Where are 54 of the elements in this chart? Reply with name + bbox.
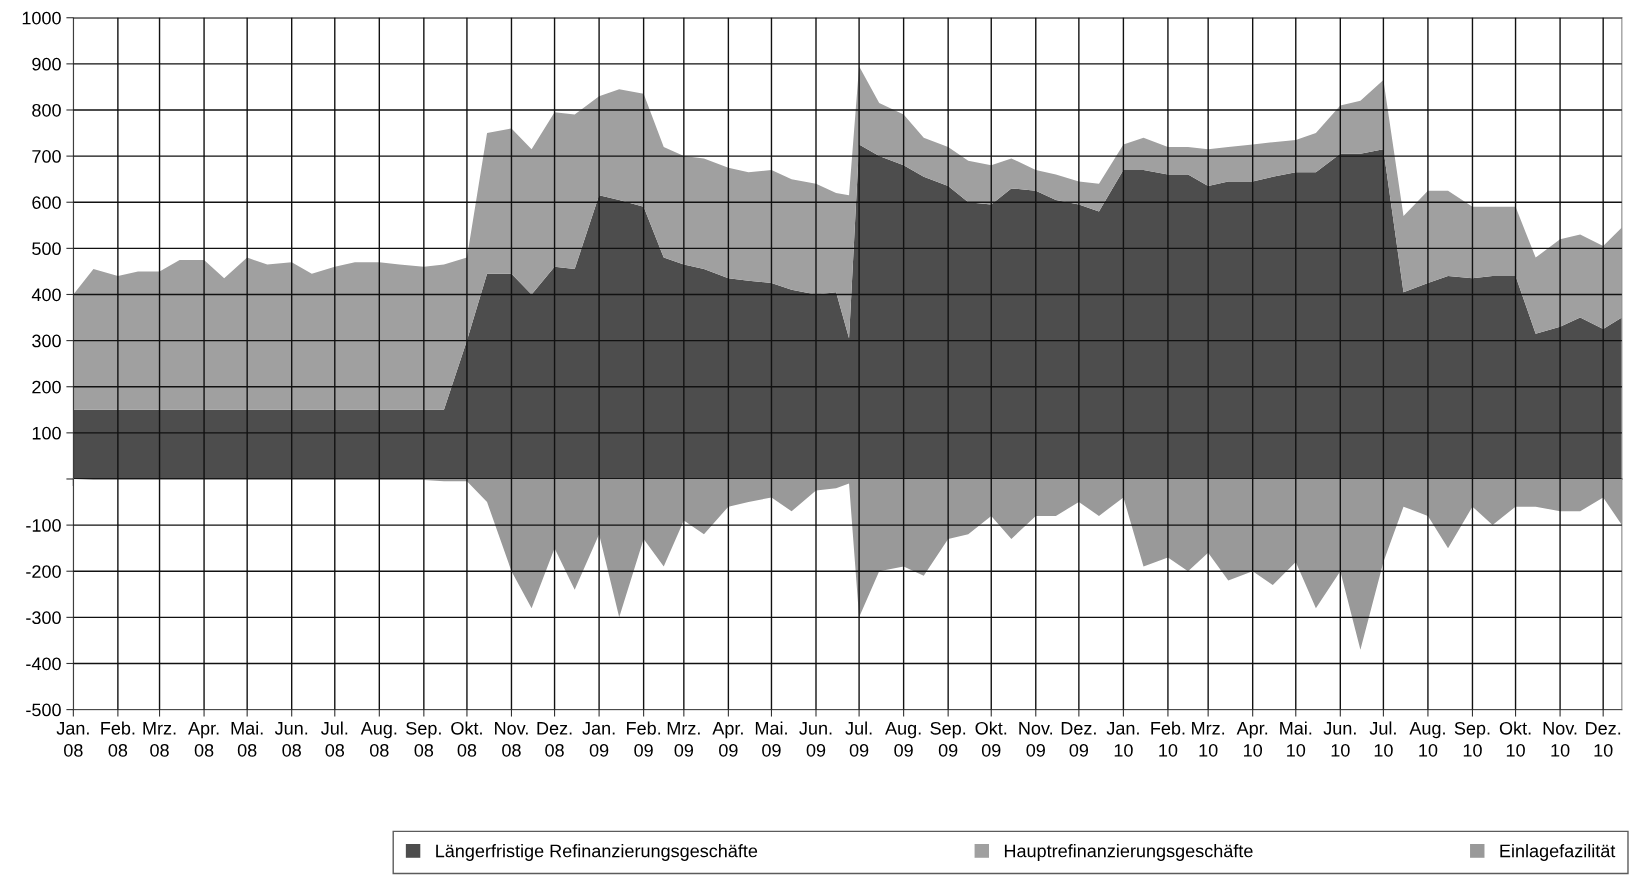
y-tick-label: 1000 <box>22 11 61 25</box>
x-tick-label: Mai. 09 <box>755 721 787 757</box>
x-tick-label: Dez. 10 <box>1586 722 1621 757</box>
x-tick-label: Nov. 09 <box>1019 722 1053 757</box>
legend-label: Längerfristige Refinanzierungsgeschäfte <box>436 844 758 861</box>
x-tick-label: Okt. 08 <box>451 721 482 757</box>
legend-label: Hauptrefinanzierungsgeschäfte <box>1004 844 1253 861</box>
x-tick-label: Okt. 09 <box>975 721 1007 757</box>
x-tick-label: Feb. 09 <box>627 721 661 757</box>
x-tick-label: Dez. 09 <box>1061 722 1096 757</box>
y-tick-label: 400 <box>31 288 61 302</box>
y-tick-label: -400 <box>26 657 61 671</box>
x-tick-label: Jul. 09 <box>845 721 872 757</box>
x-tick-label: Jul. 08 <box>321 721 348 757</box>
y-tick-label: 800 <box>32 103 61 117</box>
x-tick-label: Apr. 08 <box>188 722 219 757</box>
x-tick-label: Apr. 09 <box>712 722 743 757</box>
x-tick-label: Aug. 09 <box>885 722 921 757</box>
x-tick-label: Nov. 08 <box>495 722 528 757</box>
x-tick-label: Okt. 10 <box>1499 721 1531 757</box>
y-tick-label: -200 <box>26 565 61 578</box>
x-tick-label: Jun. 09 <box>799 722 832 757</box>
y-tick-label: 300 <box>32 334 61 348</box>
x-tick-label: Sep. 09 <box>930 721 966 757</box>
x-tick-label: Feb. 08 <box>101 721 135 757</box>
x-tick-label: Jun. 10 <box>1323 722 1356 757</box>
x-tick-label: Aug. 10 <box>1409 722 1445 757</box>
y-tick-label: 900 <box>32 57 61 71</box>
x-tick-label: Mrz. 09 <box>667 722 700 757</box>
x-tick-label: Mai. 10 <box>1280 721 1312 757</box>
x-tick-label: Jan. 10 <box>1106 722 1139 757</box>
legend-label: Einlagefazilität <box>1500 844 1616 861</box>
x-tick-label: Sep. 10 <box>1454 721 1490 757</box>
x-tick-label: Jun. 08 <box>274 722 308 757</box>
x-tick-label: Nov. 10 <box>1543 722 1577 757</box>
x-tick-label: Mai. 08 <box>231 721 263 757</box>
y-tick-label: -300 <box>26 611 61 625</box>
x-tick-label: Sep. 08 <box>406 721 441 757</box>
x-tick-label: Mrz. 08 <box>143 722 176 757</box>
y-tick-label: 600 <box>32 196 61 209</box>
y-tick-label: 100 <box>32 426 61 440</box>
x-tick-label: Apr. 10 <box>1236 722 1268 757</box>
y-tick-label: -500 <box>26 703 61 717</box>
x-tick-label: Mrz. 10 <box>1192 722 1225 757</box>
y-tick-label: 500 <box>32 242 61 256</box>
x-tick-label: Jul. 10 <box>1369 721 1396 757</box>
x-tick-label: Jan. 08 <box>56 722 89 757</box>
x-tick-label: Aug. 08 <box>360 722 397 757</box>
x-tick-label: Jan. 09 <box>582 722 615 757</box>
y-tick-label: 700 <box>32 150 61 163</box>
x-tick-label: Dez. 08 <box>537 722 572 757</box>
x-tick-label: Feb. 10 <box>1151 721 1185 757</box>
y-tick-label: 200 <box>32 380 61 394</box>
y-tick-label: -100 <box>26 519 61 532</box>
